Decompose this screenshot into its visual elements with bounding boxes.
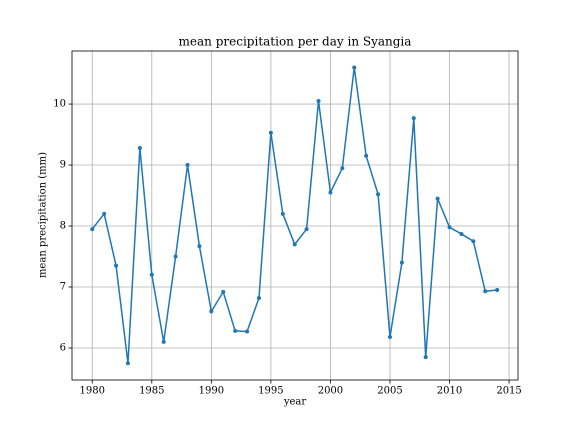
- data-point: [435, 196, 440, 201]
- chart-title: mean precipitation per day in Syangia: [179, 35, 412, 49]
- x-tick-label: 2000: [318, 386, 343, 397]
- data-point: [233, 328, 238, 333]
- data-point: [304, 227, 309, 232]
- y-tick-label: 9: [60, 160, 66, 171]
- data-point: [280, 211, 285, 216]
- data-point: [292, 242, 297, 247]
- x-tick-label: 2005: [377, 386, 402, 397]
- data-point: [495, 288, 500, 293]
- data-point: [399, 260, 404, 265]
- data-point: [245, 329, 250, 334]
- data-point: [173, 254, 178, 259]
- data-point: [256, 295, 261, 300]
- data-point: [102, 211, 107, 216]
- data-point: [197, 244, 202, 249]
- x-tick-label: 1990: [199, 386, 224, 397]
- data-point: [376, 192, 381, 197]
- data-point: [221, 289, 226, 294]
- x-tick-label: 1985: [139, 386, 164, 397]
- data-point: [185, 163, 190, 168]
- y-tick-label: 7: [60, 282, 66, 293]
- data-point: [316, 99, 321, 104]
- data-point: [125, 361, 130, 366]
- x-tick-label: 1980: [80, 386, 105, 397]
- y-tick-label: 6: [60, 342, 66, 353]
- data-point: [471, 239, 476, 244]
- y-tick-label: 8: [60, 221, 66, 232]
- y-axis-label: mean precipitation (mm): [38, 152, 49, 278]
- data-point: [364, 153, 369, 158]
- x-tick-label: 2015: [496, 386, 521, 397]
- data-point: [268, 130, 273, 135]
- data-point: [423, 355, 428, 360]
- data-point: [447, 225, 452, 230]
- y-tick-label: 10: [53, 99, 66, 110]
- data-point: [90, 227, 95, 232]
- data-point: [137, 145, 142, 150]
- data-point: [114, 263, 119, 268]
- data-point: [483, 289, 488, 294]
- data-point: [149, 272, 154, 277]
- data-point: [328, 190, 333, 195]
- plot-frame: [71, 50, 519, 381]
- data-point: [411, 116, 416, 121]
- x-tick-label: 1995: [258, 386, 283, 397]
- data-point: [340, 166, 345, 171]
- data-line: [91, 67, 498, 364]
- data-point: [352, 65, 357, 70]
- x-axis-label: year: [283, 397, 307, 408]
- data-point: [209, 309, 214, 314]
- data-point: [459, 231, 464, 236]
- data-point: [161, 339, 166, 344]
- x-tick-label: 2010: [437, 386, 462, 397]
- data-point: [387, 335, 392, 340]
